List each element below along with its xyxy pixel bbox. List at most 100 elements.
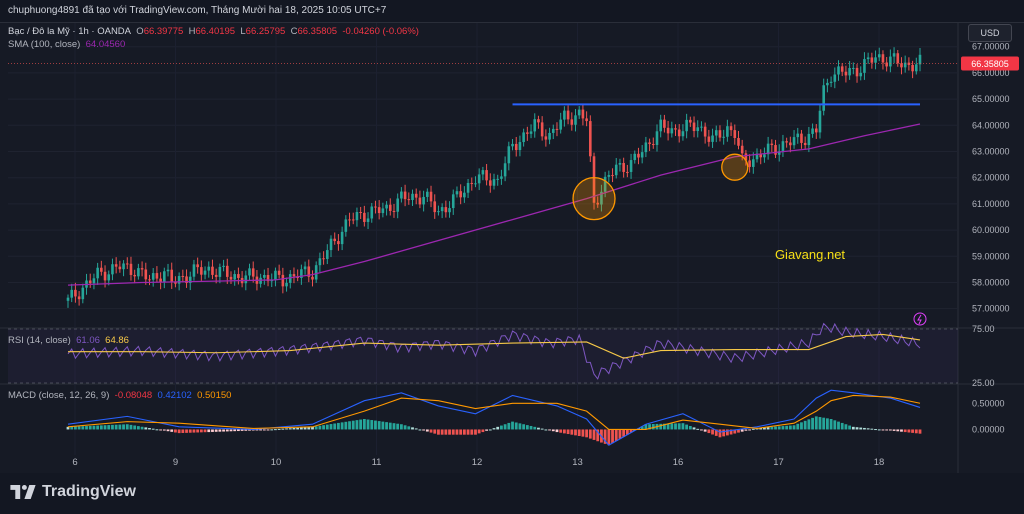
candle-body bbox=[281, 274, 285, 287]
macd-histogram-bar bbox=[911, 429, 914, 433]
macd-histogram-bar bbox=[240, 429, 244, 431]
candle-body bbox=[444, 207, 448, 213]
candle-body bbox=[589, 121, 592, 157]
macd-histogram-bar bbox=[292, 427, 296, 430]
macd-histogram-bar bbox=[218, 429, 222, 432]
macd-histogram-bar bbox=[666, 423, 670, 430]
candle-body bbox=[792, 137, 796, 146]
candle-body bbox=[81, 287, 85, 300]
candle-body bbox=[503, 163, 507, 177]
macd-histogram-bar bbox=[203, 429, 207, 433]
macd-histogram-bar bbox=[770, 426, 774, 430]
macd-histogram-bar bbox=[663, 423, 666, 430]
candle-body bbox=[381, 208, 385, 214]
candle-body bbox=[681, 131, 685, 137]
candle-body bbox=[451, 194, 455, 209]
macd-histogram-bar bbox=[548, 429, 551, 431]
rsi-label: RSI (14, close) bbox=[8, 335, 71, 346]
candle-body bbox=[355, 212, 359, 221]
x-tick-label: 9 bbox=[173, 457, 178, 468]
candle-body bbox=[233, 274, 236, 280]
price-legend: Bạc / Đô la Mỹ · 1h · OANDA O66.39775 H6… bbox=[8, 26, 419, 37]
candle-body bbox=[148, 279, 151, 281]
candle-body bbox=[607, 175, 611, 177]
macd-histogram-bar bbox=[585, 429, 589, 438]
macd-histogram-bar bbox=[77, 426, 81, 430]
macd-histogram-bar bbox=[822, 417, 826, 430]
candle-body bbox=[759, 153, 763, 158]
candle-body bbox=[737, 138, 740, 146]
macd-histogram-bar bbox=[707, 429, 711, 434]
macd-histogram-bar bbox=[722, 429, 726, 437]
candle-body bbox=[166, 269, 170, 272]
candle-body bbox=[703, 126, 707, 137]
price-tick-label: 64.00000 bbox=[972, 120, 1010, 130]
macd-histogram-bar bbox=[388, 422, 392, 430]
candle-body bbox=[351, 219, 355, 221]
macd-histogram-bar bbox=[259, 429, 263, 431]
rsi-ma-value: 64.86 bbox=[105, 335, 129, 346]
macd-histogram-bar bbox=[337, 422, 340, 430]
candle-body bbox=[733, 130, 737, 139]
chart-svg[interactable]: 57.0000058.0000059.0000060.0000061.00000… bbox=[0, 23, 1024, 473]
candle-body bbox=[251, 268, 255, 277]
macd-histogram-bar bbox=[274, 429, 277, 431]
macd-histogram-bar bbox=[514, 422, 518, 430]
macd-histogram-bar bbox=[288, 428, 292, 430]
macd-histogram-bar bbox=[222, 429, 225, 432]
currency-selector[interactable]: USD bbox=[968, 24, 1012, 42]
candle-body bbox=[696, 127, 700, 132]
chart-area[interactable]: 57.00000 58.00000 59.00000 60.00000 61.00000… bbox=[0, 22, 1024, 474]
candle-body bbox=[114, 264, 118, 267]
macd-histogram-bar bbox=[859, 427, 863, 430]
candle-body bbox=[263, 274, 266, 278]
macd-histogram-bar bbox=[462, 429, 466, 435]
macd-value: 0.42102 bbox=[157, 390, 192, 401]
candle-body bbox=[640, 152, 644, 158]
macd-histogram-bar bbox=[777, 426, 781, 430]
rsi-legend[interactable]: RSI (14, close) 61.06 64.86 bbox=[8, 335, 129, 347]
candle-body bbox=[466, 182, 470, 193]
signal-line bbox=[67, 394, 921, 431]
price-tick-label: 61.00000 bbox=[972, 199, 1010, 209]
rsi-line bbox=[67, 322, 921, 380]
candle-body bbox=[366, 218, 370, 222]
macd-histogram-bar bbox=[881, 429, 885, 431]
symbol-label[interactable]: Bạc / Đô la Mỹ · 1h · OANDA bbox=[8, 26, 132, 37]
candle-body bbox=[340, 231, 344, 245]
macd-histogram-bar bbox=[88, 425, 92, 430]
macd-histogram-bar bbox=[370, 420, 374, 430]
candle-body bbox=[74, 289, 77, 297]
candle-body bbox=[455, 191, 459, 195]
macd-histogram-bar bbox=[892, 429, 896, 431]
candle-body bbox=[692, 122, 696, 132]
highlight-circle bbox=[572, 176, 616, 221]
macd-histogram-bar bbox=[96, 425, 100, 430]
rsi-band bbox=[8, 329, 958, 383]
candle-body bbox=[192, 264, 196, 277]
high-value: 66.40195 bbox=[195, 26, 236, 37]
macd-histogram-bar bbox=[818, 417, 822, 430]
macd-histogram-bar bbox=[759, 427, 763, 430]
candle-body bbox=[474, 183, 477, 185]
candle-body bbox=[822, 85, 825, 111]
macd-histogram-bar bbox=[107, 425, 111, 430]
tradingview-logo[interactable]: TradingView bbox=[10, 483, 136, 501]
macd-histogram-bar bbox=[896, 429, 900, 432]
candle-body bbox=[585, 118, 588, 122]
macd-histogram-bar bbox=[266, 429, 270, 431]
caption-text: chuphuong4891 đã tạo với TradingView.com… bbox=[8, 5, 387, 16]
macd-histogram-bar bbox=[748, 429, 751, 431]
candle-body bbox=[889, 56, 892, 67]
candle-body bbox=[318, 258, 322, 266]
candle-body bbox=[548, 132, 551, 140]
macd-histogram-bar bbox=[803, 420, 807, 430]
candle-body bbox=[900, 63, 903, 68]
sma-legend[interactable]: SMA (100, close) 64.04560 bbox=[8, 39, 125, 51]
macd-legend[interactable]: MACD (close, 12, 26, 9) -0.08048 0.42102… bbox=[8, 390, 231, 402]
macd-histogram-bar bbox=[674, 423, 677, 430]
macd-histogram-bar bbox=[192, 429, 196, 433]
candle-body bbox=[789, 142, 792, 146]
macd-histogram-bar bbox=[507, 422, 511, 430]
rsi-value: 61.06 bbox=[76, 335, 100, 346]
